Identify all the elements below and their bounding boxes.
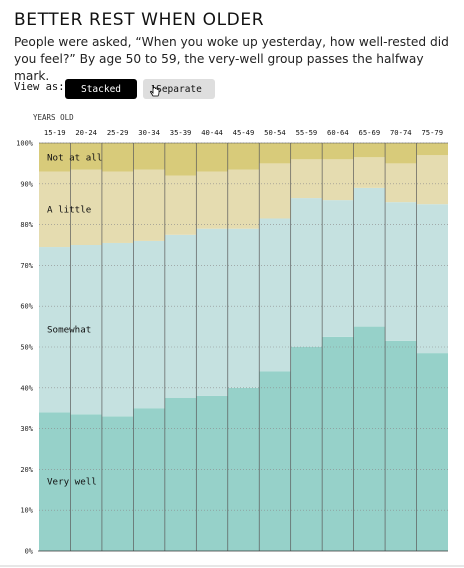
bar-segment-1-60-64 (322, 336, 354, 551)
x-tick-label: 70-74 (390, 128, 412, 137)
x-tick-label: 30-34 (138, 128, 160, 137)
bar-segment-3-25-29 (101, 171, 134, 243)
bar-segment-1-65-69 (353, 326, 386, 551)
bar-segment-1-55-59 (290, 347, 323, 551)
chart-subtitle: People were asked, “When you woke up yes… (14, 35, 449, 83)
bar-segment-3-20-24 (70, 169, 102, 245)
bar-segment-3-35-39 (164, 175, 197, 235)
bar-segment-4-50-54 (259, 143, 291, 164)
bar-segment-3-50-54 (259, 163, 291, 219)
bar-segment-4-65-69 (353, 143, 386, 158)
bar-segment-4-75-79 (416, 143, 448, 156)
bar-segment-2-65-69 (353, 187, 386, 327)
bar-segment-4-35-39 (164, 143, 197, 176)
x-tick-label: 50-54 (264, 128, 286, 137)
bar-segment-2-45-49 (227, 228, 260, 388)
x-tick-label: 35-39 (170, 128, 192, 137)
bar-segment-4-55-59 (290, 143, 323, 160)
view-as-label: View as: (14, 81, 65, 93)
x-tick-label: 55-59 (296, 128, 318, 137)
y-tick-label: 90% (20, 180, 33, 188)
bar-segment-4-20-24 (70, 143, 102, 170)
bar-segment-3-55-59 (290, 159, 323, 199)
stacked-button[interactable]: Stacked (65, 79, 137, 99)
x-tick-label: 65-69 (359, 128, 381, 137)
x-axis-title: YEARS OLD (33, 113, 74, 122)
bar-segment-1-20-24 (70, 414, 102, 551)
x-tick-label: 75-79 (421, 128, 443, 137)
bar-segment-2-55-59 (290, 198, 323, 347)
bar-segment-1-50-54 (259, 371, 291, 551)
series-label-3: A little (47, 204, 91, 215)
bar-segment-2-75-79 (416, 204, 448, 354)
bar-segment-3-40-44 (196, 171, 228, 229)
bar-segment-2-50-54 (259, 218, 291, 372)
bar-segment-4-30-34 (133, 143, 165, 170)
chart-title: BETTER REST WHEN OLDER (14, 10, 265, 30)
bar-segment-1-35-39 (164, 398, 197, 551)
bar-segment-2-15-19 (39, 247, 71, 413)
bar-segment-3-60-64 (322, 159, 354, 201)
bar-segment-3-45-49 (227, 169, 260, 229)
bar-segment-1-30-34 (133, 408, 165, 551)
bar-segment-3-65-69 (353, 157, 386, 188)
bar-segment-4-25-29 (101, 143, 134, 172)
bar-segment-2-25-29 (101, 242, 134, 417)
bar-segment-1-75-79 (416, 353, 448, 551)
bar-segment-1-70-74 (385, 340, 417, 551)
bar-segment-4-60-64 (322, 143, 354, 160)
bar-segment-4-70-74 (385, 143, 417, 164)
x-tick-label: 20-24 (75, 128, 97, 137)
y-tick-label: 50% (20, 344, 33, 352)
y-tick-label: 60% (20, 303, 33, 311)
y-tick-label: 100% (16, 140, 34, 148)
series-label-1: Very well (47, 477, 97, 488)
x-tick-label: 40-44 (201, 128, 223, 137)
bar-segment-3-70-74 (385, 163, 417, 203)
bar-segment-3-75-79 (416, 155, 448, 205)
y-tick-label: 10% (20, 507, 33, 515)
x-tick-label: 25-29 (107, 128, 129, 137)
bar-segment-2-60-64 (322, 200, 354, 337)
y-tick-label: 80% (20, 221, 33, 229)
bar-segment-2-70-74 (385, 202, 417, 341)
y-tick-label: 70% (20, 262, 33, 270)
bar-segment-2-40-44 (196, 228, 228, 396)
y-tick-label: 30% (20, 425, 33, 433)
bar-segment-2-35-39 (164, 234, 197, 398)
bar-segment-2-20-24 (70, 245, 102, 415)
bar-segment-4-15-19 (39, 143, 71, 172)
bar-segment-3-15-19 (39, 171, 71, 248)
y-tick-label: 20% (20, 466, 33, 474)
bar-segment-4-45-49 (227, 143, 260, 170)
series-label-4: Not at all (47, 152, 102, 163)
bar-segment-1-40-44 (196, 395, 228, 551)
x-tick-label: 60-64 (327, 128, 349, 137)
bar-segment-2-30-34 (133, 240, 165, 409)
bar-segment-1-15-19 (39, 412, 71, 551)
bar-segment-1-25-29 (101, 416, 134, 551)
separate-button[interactable]: Separate (143, 79, 215, 99)
bar-segment-4-40-44 (196, 143, 228, 172)
bar-segment-3-30-34 (133, 169, 165, 241)
x-tick-label: 15-19 (44, 128, 66, 137)
series-label-2: Somewhat (47, 325, 91, 336)
hand-pointer-icon (150, 85, 160, 97)
y-tick-label: 0% (25, 548, 34, 556)
x-tick-label: 45-49 (233, 128, 255, 137)
y-tick-label: 40% (20, 384, 33, 392)
